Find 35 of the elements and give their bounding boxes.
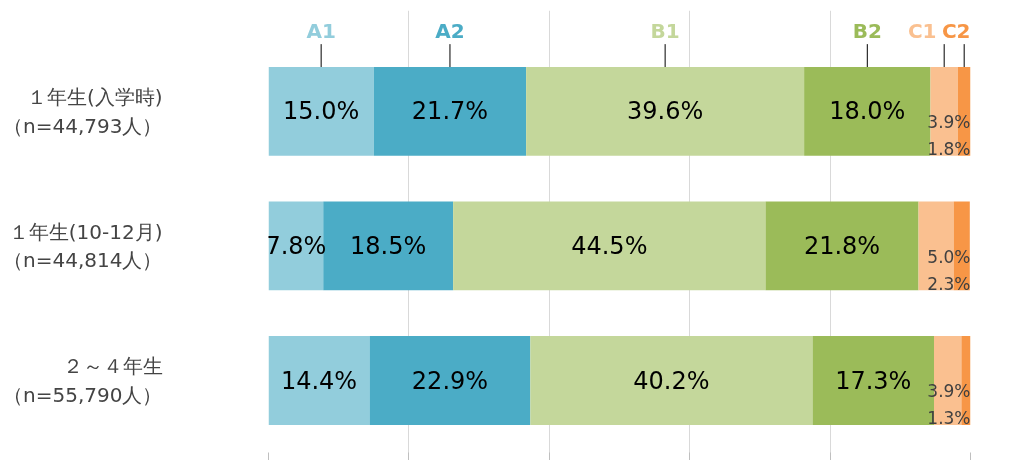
series-label: C2 [941, 18, 971, 43]
bar [526, 67, 805, 156]
data-label: 21.7% [411, 97, 489, 126]
bar [268, 336, 370, 425]
data-label: 44.5% [571, 231, 648, 260]
data-label: 22.9% [411, 366, 489, 395]
bar [765, 201, 919, 291]
bar [530, 336, 813, 425]
data-label: 5.0% [927, 246, 971, 267]
data-label: 1.3% [927, 408, 971, 429]
series-label: A2 [435, 18, 465, 43]
bar [369, 336, 531, 425]
data-label: 2.3% [927, 273, 971, 294]
data-label: 15.0% [283, 97, 360, 126]
y-tick-label: １年生(入学時)（n=44,793人） [3, 85, 163, 138]
data-label: 18.0% [829, 97, 906, 126]
series-label: A1 [306, 18, 336, 43]
data-label: 3.9% [927, 112, 971, 133]
data-label: 3.9% [927, 381, 971, 402]
bar [373, 67, 527, 156]
series-label: C1 [907, 18, 937, 43]
data-label: 1.8% [927, 139, 971, 160]
bar [323, 201, 454, 291]
data-label: 18.5% [350, 231, 427, 260]
data-label: 14.4% [280, 366, 358, 395]
data-label: 17.3% [835, 366, 912, 395]
data-label: 40.2% [633, 366, 710, 395]
bar [453, 201, 766, 291]
series-label: B1 [650, 18, 680, 43]
data-label: 39.6% [627, 97, 704, 126]
series-label: B2 [852, 18, 882, 43]
y-tick-label: ２～４年生（n=55,790人） [3, 354, 163, 407]
y-tick-label: １年生(10-12月)（n=44,814人） [3, 219, 163, 273]
data-label: 21.8% [803, 231, 881, 260]
bar [268, 67, 374, 156]
